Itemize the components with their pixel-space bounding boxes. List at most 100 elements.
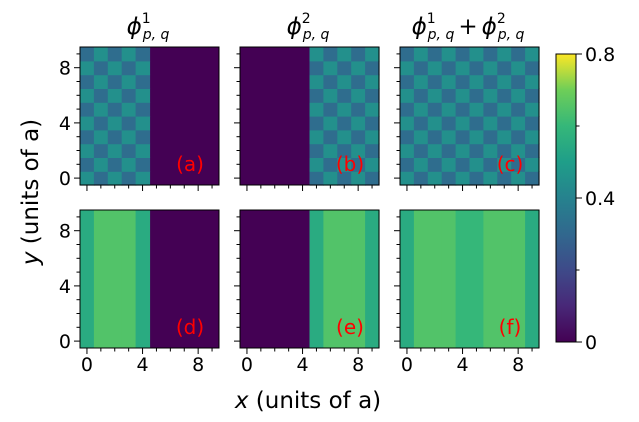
heatmap-cell [483, 102, 498, 117]
heatmap-cell [80, 88, 95, 103]
x-tick-label: 0 [401, 354, 413, 376]
heatmap-cell [351, 60, 366, 76]
heatmap-cell [413, 143, 429, 158]
x-tick-label: 8 [512, 354, 524, 376]
heatmap-column [455, 210, 471, 348]
heatmap-cell [469, 171, 484, 186]
panel-label: (c) [497, 152, 524, 176]
heatmap-cell [351, 143, 366, 158]
heatmap-cell [93, 74, 109, 89]
heatmap-cell [413, 47, 429, 62]
heatmap-cell [107, 157, 123, 172]
y-axis-label: y (units of a) [18, 119, 44, 266]
panel-3: (c) [394, 46, 540, 191]
heatmap-cell [469, 74, 484, 89]
heatmap-cell [135, 116, 151, 131]
panel-4: (d) 0 4 8 0 4 8 [59, 209, 220, 376]
heatmap-cell [93, 171, 109, 186]
heatmap-column [483, 210, 498, 348]
heatmap-cell [309, 143, 324, 158]
heatmap-cell [497, 102, 512, 117]
heatmap-cell [413, 116, 429, 131]
heatmap-cell [351, 102, 366, 117]
heatmap-cell [309, 47, 324, 62]
heatmap-cell [309, 60, 324, 76]
panel-label: (d) [176, 315, 204, 339]
heatmap-column [121, 210, 137, 348]
heatmap-cell [441, 143, 457, 158]
heatmap-cell [511, 47, 526, 62]
heatmap-cell [469, 157, 484, 172]
heatmap-cell [469, 143, 484, 158]
heatmap-cell [525, 88, 540, 103]
panel-frame [399, 209, 540, 349]
column-title-2: ϕ2 p, q [287, 11, 330, 43]
panel-1: (a) 0 4 8 [59, 46, 220, 191]
heatmap-cell [511, 74, 526, 89]
heatmap-column [337, 210, 352, 348]
heatmap-column [351, 210, 366, 348]
heatmap-cell [525, 129, 540, 145]
y-tick-label: 0 [59, 168, 71, 190]
heatmap-cell [427, 157, 443, 172]
heatmap-cell [365, 143, 380, 158]
heatmap-cell [351, 171, 366, 186]
heatmap-cell [427, 102, 443, 117]
heatmap-cell [525, 157, 540, 172]
heatmap-cell [365, 60, 380, 76]
heatmap-cell [309, 116, 324, 131]
heatmap-cell [93, 60, 109, 76]
heatmap-cell [455, 157, 471, 172]
heatmap-cell [107, 60, 123, 76]
heatmap-cell [323, 102, 338, 117]
panel-frame [79, 46, 220, 186]
heatmap-cell [121, 116, 137, 131]
heatmap-cell [483, 157, 498, 172]
heatmap-cell [121, 88, 137, 103]
heatmap-cell [427, 88, 443, 103]
heatmap-cell [511, 60, 526, 76]
y-tick-label: 8 [59, 58, 71, 80]
panel-5: (e) 0 4 8 [234, 209, 380, 376]
heatmap-cell [497, 116, 512, 131]
heatmap-cell [121, 47, 137, 62]
panel-ticks [394, 216, 533, 354]
heatmap-cell [135, 74, 151, 89]
heatmap-cell [455, 74, 471, 89]
heatmap-cell [455, 60, 471, 76]
heatmap-cell [135, 171, 151, 186]
heatmap-cell [469, 47, 484, 62]
heatmap-cell [323, 143, 338, 158]
heatmap-cell [93, 157, 109, 172]
heatmap-cell [93, 102, 109, 117]
heatmap-cell [121, 74, 137, 89]
heatmap-column [400, 210, 415, 348]
heatmap-cell [121, 129, 137, 145]
panel-ticks [234, 53, 373, 191]
panels-group: (a) 0 4 8 (b) (c) (d) 0 4 8 0 4 8 (e) 0 4 8 (f) 0 4 8 [59, 46, 540, 376]
heatmap-cell [469, 88, 484, 103]
heatmap-cell [107, 171, 123, 186]
x-tick-label: 0 [81, 354, 93, 376]
panel-ticks [74, 216, 213, 354]
heatmap-cell [323, 157, 338, 172]
heatmap-cell [309, 129, 324, 145]
heatmap-cell [323, 47, 338, 62]
heatmap-cell [497, 157, 512, 172]
heatmap-cell [483, 171, 498, 186]
heatmap-cell [80, 157, 95, 172]
heatmap-cell [525, 60, 540, 76]
heatmap-cell [93, 129, 109, 145]
heatmap-cell [441, 47, 457, 62]
heatmap-cell [427, 171, 443, 186]
heatmap-cell [483, 47, 498, 62]
heatmap-cell [483, 129, 498, 145]
heatmap-cell [365, 47, 380, 62]
heatmap-cell [337, 74, 352, 89]
x-tick-label: 0 [241, 354, 253, 376]
heatmap-cell [80, 143, 95, 158]
heatmap-cell [135, 102, 151, 117]
heatmap-cell [337, 157, 352, 172]
panel-2: (b) [234, 46, 380, 191]
